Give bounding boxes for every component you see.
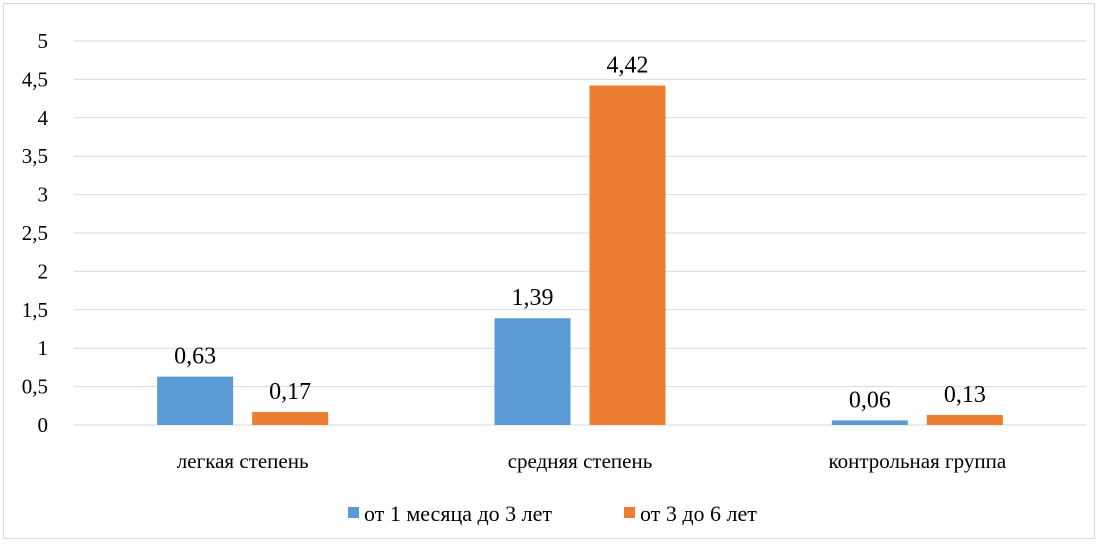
x-axis-category-labels: легкая степень средняя степень контрольная… <box>177 449 1007 473</box>
gridlines <box>74 40 1086 426</box>
bars <box>157 85 1003 425</box>
y-axis-tick-labels: 0 0,5 1 1,5 2 2,5 3 3,5 4 4,5 5 <box>22 29 49 437</box>
legend-label: от 3 до 6 лет <box>640 501 757 526</box>
y-tick-label: 3 <box>38 183 49 207</box>
bar-series1-2 <box>494 318 571 425</box>
data-labels: 0,63 0,17 1,39 4,42 0,06 0,13 <box>174 53 986 414</box>
legend-swatch <box>348 507 359 518</box>
bar-series2-1 <box>252 411 329 425</box>
bar-series1-3 <box>831 420 908 425</box>
data-label: 4,42 <box>607 53 649 79</box>
bar-series1-1 <box>157 376 234 425</box>
y-tick-label: 2 <box>38 259 49 283</box>
bar-series2-3 <box>926 415 1003 425</box>
legend-swatch <box>624 507 635 518</box>
category-label: контрольная группа <box>828 449 1006 473</box>
y-tick-label: 0 <box>38 413 49 437</box>
y-tick-label: 1 <box>38 336 49 360</box>
category-label: легкая степень <box>177 449 309 473</box>
y-tick-label: 2,5 <box>22 221 48 245</box>
y-tick-label: 5 <box>38 29 49 53</box>
data-label: 0,63 <box>174 344 216 370</box>
data-label: 0,06 <box>849 387 891 413</box>
y-tick-label: 4 <box>38 106 49 130</box>
data-label: 0,17 <box>269 379 311 405</box>
y-tick-label: 0,5 <box>22 375 48 399</box>
bar-chart: 00,511,522,533,544,55 0,630,171,394,420,… <box>22 29 1086 526</box>
y-tick-label: 3,5 <box>22 144 48 168</box>
legend: от 1 месяца до 3 лет от 3 до 6 лет <box>348 501 757 526</box>
data-label: 0,13 <box>944 382 986 408</box>
chart-frame: 0 0,5 1 1,5 2 2,5 3 3,5 4 4,5 5 0,63 0,17 1,39 4,42 0,… <box>3 3 1095 539</box>
y-tick-label: 1,5 <box>22 298 48 322</box>
y-tick-label: 4,5 <box>22 67 48 91</box>
bar-series2-2 <box>589 85 666 425</box>
legend-label: от 1 месяца до 3 лет <box>364 501 552 526</box>
category-label: средняя степень <box>508 449 653 473</box>
data-label: 1,39 <box>512 285 554 311</box>
